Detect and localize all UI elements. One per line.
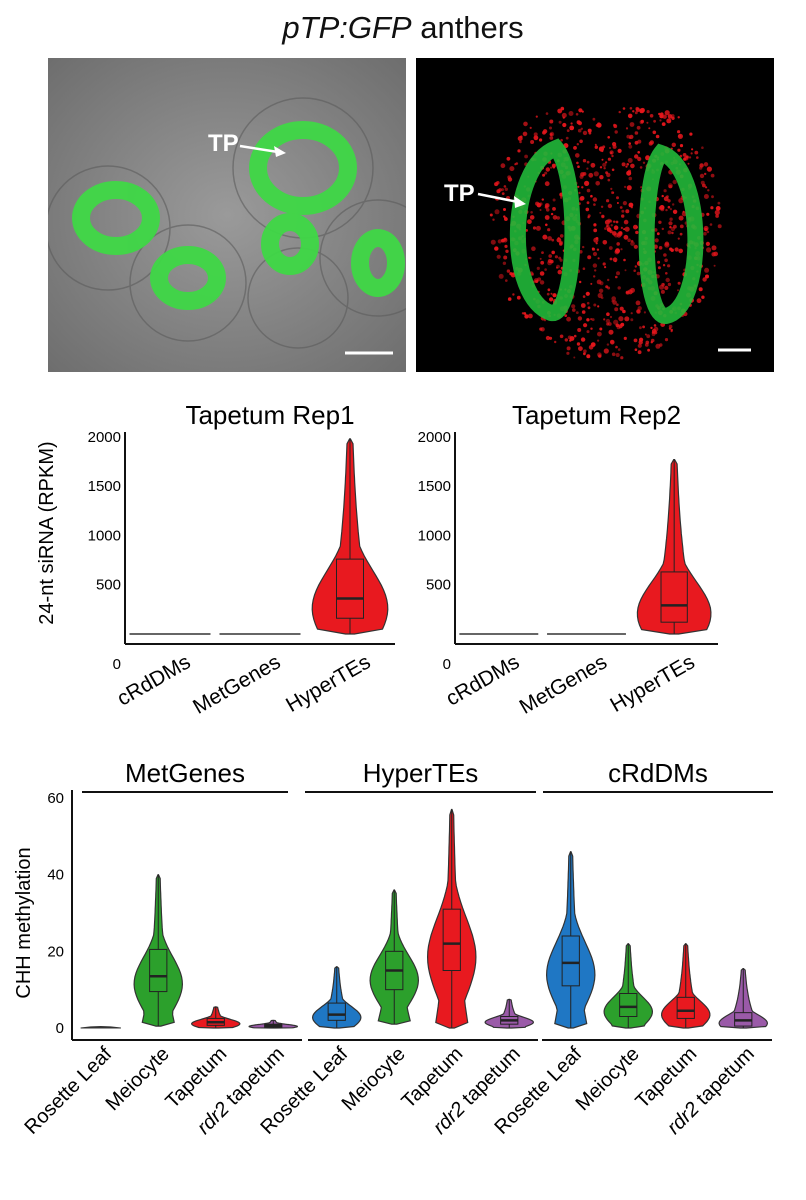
violin-shape [80, 1026, 121, 1029]
group-label: MetGenes [125, 758, 245, 788]
violin-chart-chh: CHH methylation 0 20 40 60 MetGenes Rosette Le… [13, 758, 773, 1139]
y-tick-label: 1000 [88, 527, 121, 544]
tapetum-label-left: TP [208, 130, 239, 157]
y-tick-label: 1500 [418, 478, 451, 495]
figure-title: pTP:GFP anthers [0, 10, 806, 46]
y-tick-label: 2000 [88, 429, 121, 446]
chart-title: Tapetum Rep1 [185, 400, 354, 430]
y-tick-label: 0 [113, 656, 121, 673]
micrograph-brightfield-panel: TP [48, 58, 406, 372]
x-tick-label: Meiocyte [572, 1043, 644, 1115]
x-tick-label: Rosette Leaf [21, 1043, 117, 1139]
micrograph-confocal-panel: TP [416, 58, 774, 372]
x-tick-label: Meiocyte [338, 1043, 410, 1115]
y-tick-label: 0 [443, 656, 451, 673]
micrograph-brightfield-image [48, 58, 406, 372]
micrograph-confocal-image [416, 58, 774, 372]
y-tick-label: 20 [47, 943, 64, 960]
arrow-icon [477, 192, 526, 208]
violin-chart-rep2: Tapetum Rep2 0 500 1000 1500 2000 cRdDMsMetGen… [418, 400, 718, 719]
y-tick-label: 0 [56, 1020, 64, 1037]
figure-title-construct: pTP:GFP [282, 10, 412, 45]
x-tick-label: MetGenes [516, 650, 611, 718]
group-label: HyperTEs [363, 758, 479, 788]
y-tick-label: 1500 [88, 478, 121, 495]
chart-title: Tapetum Rep2 [512, 400, 681, 430]
x-tick-label: HyperTEs [282, 650, 374, 717]
x-tick-label: MetGenes [189, 650, 284, 718]
group-label: cRdDMs [608, 758, 708, 788]
y-tick-label: 60 [47, 790, 64, 807]
tapetum-label-right: TP [444, 180, 475, 207]
y-axis-label: 24-nt siRNA (RPKM) [36, 441, 58, 624]
x-tick-label: HyperTEs [606, 650, 698, 717]
x-tick-label: cRdDMs [113, 650, 194, 710]
y-axis-label: CHH methylation [13, 847, 35, 998]
violin-chart-rep1: Tapetum Rep1 24-nt siRNA (RPKM) 0 500 1000 15… [36, 400, 395, 719]
arrow-icon [239, 144, 286, 157]
figure-title-suffix: anthers [411, 10, 524, 45]
y-tick-label: 40 [47, 867, 64, 884]
y-tick-label: 1000 [418, 527, 451, 544]
x-tick-label: Meiocyte [102, 1043, 174, 1115]
y-tick-label: 2000 [418, 429, 451, 446]
x-tick-label: cRdDMs [442, 650, 523, 710]
y-tick-label: 500 [96, 577, 121, 594]
y-tick-label: 500 [426, 577, 451, 594]
